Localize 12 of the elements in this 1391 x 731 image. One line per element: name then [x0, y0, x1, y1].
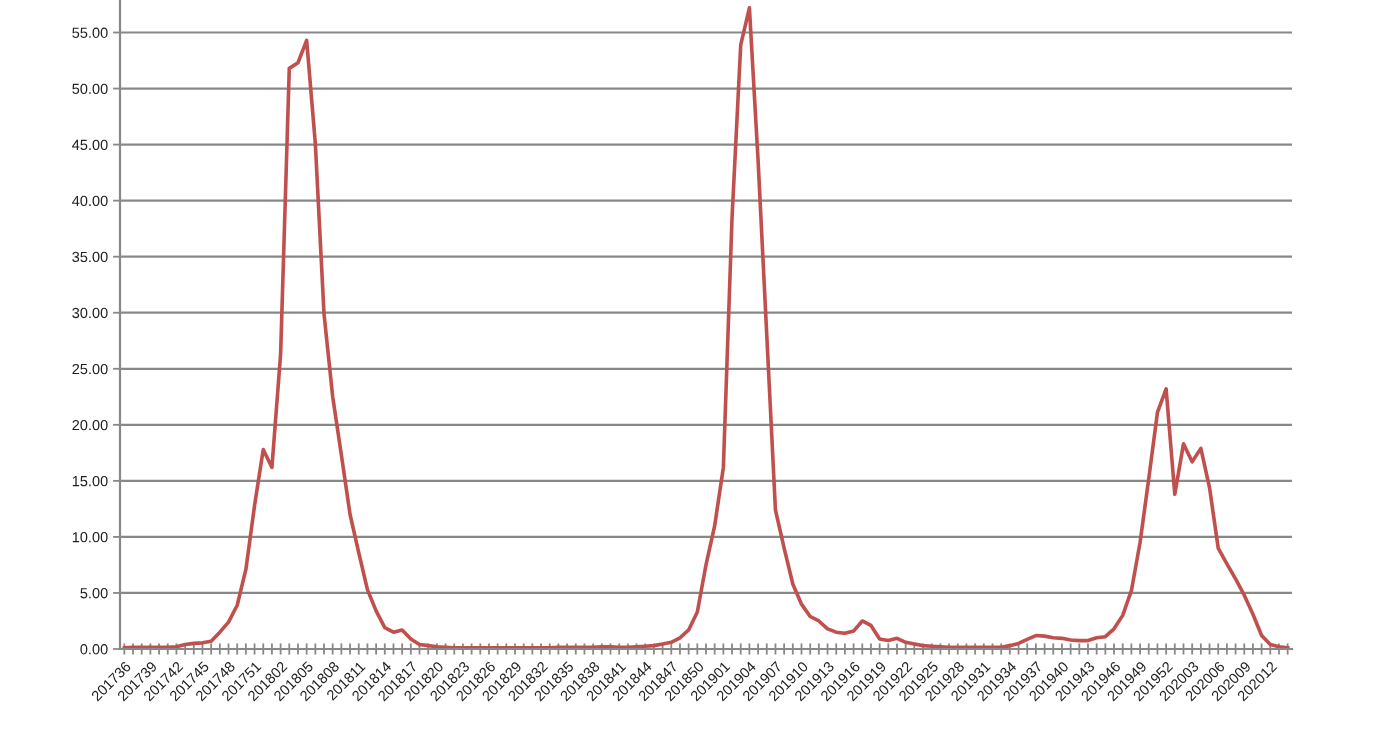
y-tick-label: 40.00	[72, 195, 108, 207]
y-tick-label: 35.00	[72, 251, 108, 263]
y-tick-label: 55.00	[72, 27, 108, 38]
y-tick-label: 30.00	[72, 307, 108, 319]
y-tick-label: 5.00	[80, 588, 108, 599]
y-tick-label: 20.00	[72, 419, 108, 431]
y-tick-label: 0.00	[80, 644, 108, 655]
y-tick-label: 10.00	[72, 532, 108, 543]
y-tick-label: 25.00	[72, 363, 108, 375]
y-tick-label: 45.00	[72, 139, 108, 151]
y-tick-label: 50.00	[72, 83, 108, 94]
y-tick-label: 15.00	[72, 475, 108, 487]
